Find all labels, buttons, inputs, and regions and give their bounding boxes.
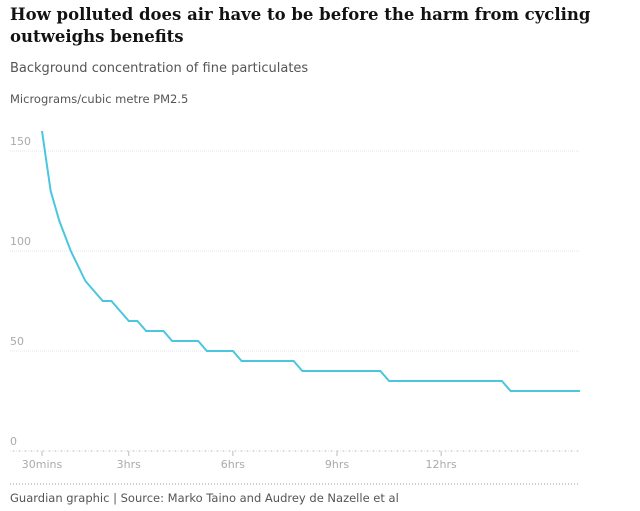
y-tick-label: 0 (10, 435, 17, 448)
y-tick-label: 100 (10, 235, 31, 248)
source: Guardian graphic | Source: Marko Taino a… (10, 491, 399, 505)
y-tick-label: 150 (10, 135, 31, 148)
line (41, 130, 580, 392)
y-tick-label: 50 (10, 335, 24, 348)
x-tick-label: 6hrs (221, 458, 245, 471)
x-tick-label: 30mins (22, 458, 63, 471)
x-tick-label: 3hrs (117, 458, 141, 471)
x-tick-label: 9hrs (325, 458, 349, 471)
subtitle: Background concentration of fine particu… (10, 61, 308, 76)
y-axis-label: Micrograms/cubic metre PM2.5 (10, 92, 188, 106)
chart-title: How polluted does air have to be before … (10, 5, 591, 46)
x-tick-label: 12hrs (426, 458, 457, 471)
